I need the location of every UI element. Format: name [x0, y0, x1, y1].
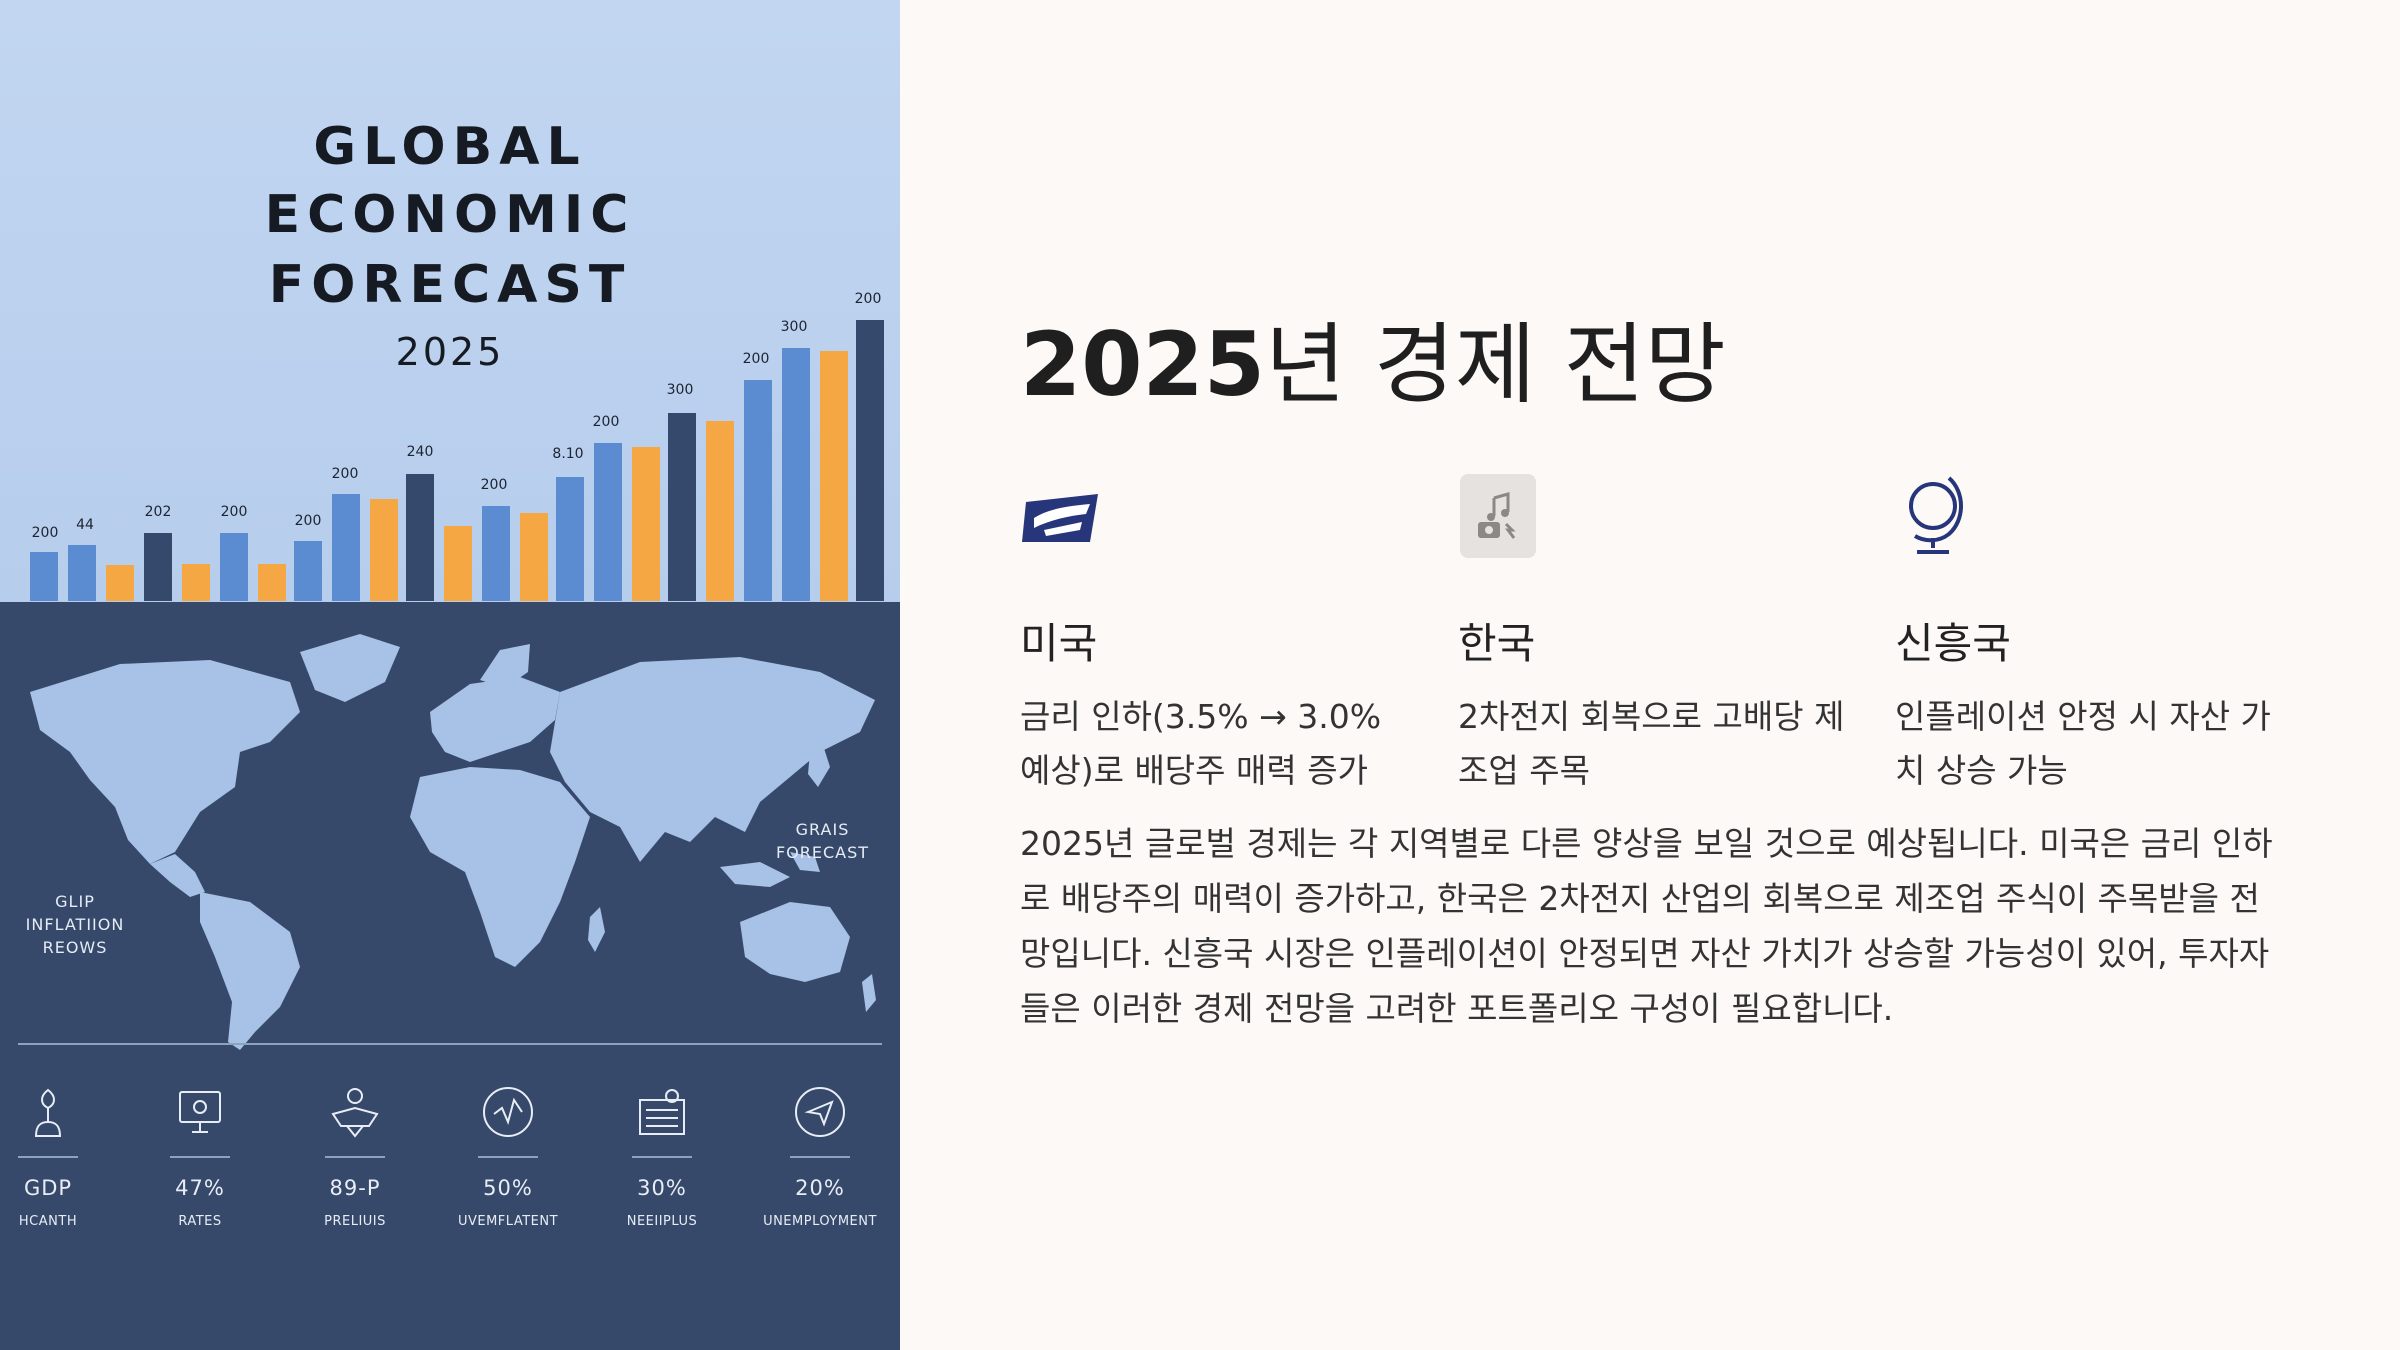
region-emerging-markets: 신흥국 인플레이션 안정 시 자산 가치 상승 가능 [1895, 472, 2295, 798]
bar-label: 200 [32, 525, 59, 541]
bar-label: 300 [667, 382, 694, 398]
bar [182, 564, 210, 601]
stat-value: 47% [175, 1176, 225, 1200]
stat-label: PRELIUIS [324, 1214, 386, 1229]
stat-label: RATES [178, 1214, 222, 1229]
bar [482, 506, 510, 601]
music-camera-icon [1458, 472, 1536, 558]
bar [820, 351, 848, 601]
bar [30, 552, 58, 601]
stat-value: 30% [637, 1176, 687, 1200]
stat-uvemflatent: 50% UVEMFLATENT [438, 1082, 578, 1229]
world-map [30, 634, 876, 1050]
globe-icon [1895, 472, 1973, 558]
region-korea: 한국 2차전지 회복으로 고배당 제조업 주목 [1458, 472, 1858, 798]
bar [782, 348, 810, 601]
infographic-divider [18, 1043, 882, 1045]
bar [632, 447, 660, 601]
bar-label: 200 [743, 351, 770, 367]
region-description: 2차전지 회복으로 고배당 제조업 주목 [1458, 697, 1845, 790]
stat-value: GDP [23, 1176, 73, 1200]
infographic-note-left: GLIP INFLATIION REOWS [25, 892, 125, 957]
bar-label: 300 [781, 319, 808, 335]
bar [594, 443, 622, 601]
stat-prelius: 89-P PRELIUIS [285, 1082, 425, 1229]
stat-unemployment: 20% UNEMPLOYMENT [750, 1082, 890, 1229]
bar-label: 200 [855, 291, 882, 307]
stat-label: UNEMPLOYMENT [763, 1214, 877, 1229]
bar-label: 202 [145, 504, 172, 520]
stat-gdp: GDP HCANTH [0, 1082, 118, 1229]
usps-eagle-icon [1020, 472, 1098, 558]
bar-label: 44 [76, 517, 94, 533]
stat-divider [325, 1156, 385, 1158]
infographic-title-line-1: GLOBAL [313, 117, 587, 177]
bar [444, 526, 472, 601]
stat-divider [632, 1156, 692, 1158]
summary-paragraph: 2025년 글로벌 경제는 각 지역별로 다른 양상을 보일 것으로 예상됩니다… [1020, 824, 2273, 1028]
bar [294, 541, 322, 601]
bar-label: 8.10 [552, 446, 583, 462]
bar [520, 513, 548, 601]
bar [106, 565, 134, 601]
bar [144, 533, 172, 601]
stat-value: 20% [795, 1176, 845, 1200]
region-description: 인플레이션 안정 시 자산 가치 상승 가능 [1895, 697, 2271, 790]
bar [856, 320, 884, 601]
stat-value: 89-P [329, 1176, 381, 1200]
infographic-note-right: GRAIS FORECAST [775, 820, 870, 862]
bar [370, 499, 398, 601]
slide-title-number: 2025 [1020, 313, 1265, 416]
person-icon [331, 1088, 379, 1138]
region-description: 금리 인하(3.5% → 3.0% 예상)로 배당주 매력 증가 [1020, 697, 1382, 790]
paper-plane-icon [795, 1087, 845, 1137]
stat-label: NEEIIPLUS [626, 1214, 698, 1229]
stat-divider [18, 1156, 78, 1158]
slide-title-rest: 년 경제 전망 [1264, 313, 1726, 416]
bar [332, 494, 360, 601]
infographic-title-line-3: FORECAST [268, 255, 632, 315]
bar [406, 474, 434, 601]
document-icon [639, 1089, 685, 1135]
chart-circle-icon [483, 1087, 533, 1137]
stat-divider [170, 1156, 230, 1158]
region-name: 미국 [1020, 619, 1098, 668]
monitor-icon [179, 1091, 221, 1133]
stat-label: UVEMFLATENT [457, 1214, 559, 1229]
region-name: 신흥국 [1895, 619, 2011, 668]
stat-divider [790, 1156, 850, 1158]
slide-title: 2025년 경제 전망 [1020, 305, 1726, 425]
stat-divider [478, 1156, 538, 1158]
bar-label: 200 [332, 466, 359, 482]
plant-icon [34, 1088, 62, 1137]
bar [668, 413, 696, 601]
infographic-bar-graphic: 200 44 202 200 200 200 240 200 8.10 200 … [30, 291, 884, 601]
bar-label: 200 [295, 513, 322, 529]
region-name: 한국 [1458, 619, 1536, 668]
bar [258, 564, 286, 601]
infographic-title-line-2: ECONOMIC [264, 185, 636, 245]
region-usa: 미국 금리 인하(3.5% → 3.0% 예상)로 배당주 매력 증가 [1020, 472, 1420, 798]
stat-neeiiplus: 30% NEEIIPLUS [592, 1082, 732, 1229]
bar [556, 477, 584, 601]
bar-label: 240 [407, 444, 434, 460]
bar [744, 380, 772, 601]
stat-label: HCANTH [18, 1214, 78, 1229]
bar [706, 421, 734, 601]
stat-rates: 47% RATES [130, 1082, 270, 1229]
forecast-infographic: GLOBAL ECONOMIC FORECAST 2025 200 44 202… [0, 0, 900, 1350]
bar-label: 200 [481, 477, 508, 493]
bar [220, 533, 248, 601]
bar-label: 200 [221, 504, 248, 520]
bar-label: 200 [593, 414, 620, 430]
stat-value: 50% [483, 1176, 533, 1200]
bar [68, 545, 96, 601]
infographic-year: 2025 [395, 330, 505, 374]
